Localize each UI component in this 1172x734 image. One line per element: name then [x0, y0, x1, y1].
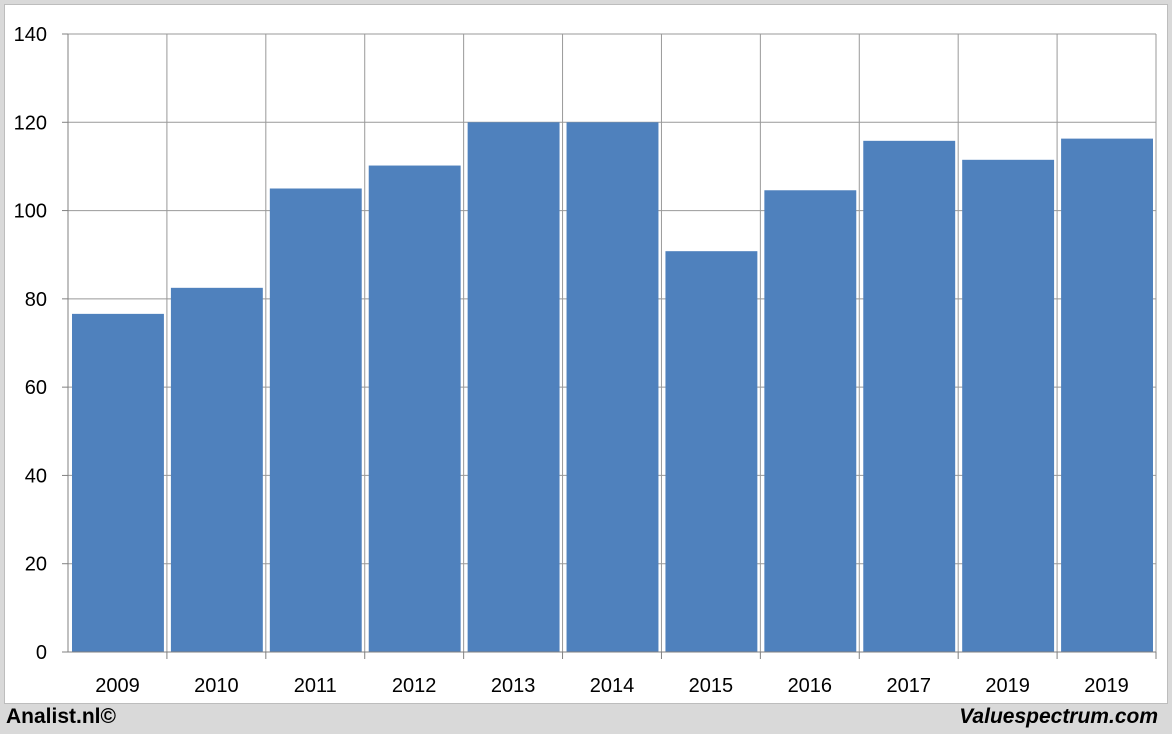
- bar-2012-3: [368, 165, 461, 652]
- bar-2014-5: [566, 122, 659, 653]
- footer-credit-right: Valuespectrum.com: [959, 705, 1158, 728]
- y-tick-label: 100: [14, 201, 47, 223]
- bar-2010-1: [170, 287, 263, 652]
- bar-2011-2: [269, 188, 362, 652]
- bar-2016-7: [764, 190, 857, 652]
- bar-2015-6: [665, 251, 758, 652]
- x-tick-label: 2019: [985, 675, 1030, 697]
- bar-2009-0: [72, 313, 164, 652]
- x-tick-label: 2010: [194, 675, 239, 697]
- y-tick-label: 140: [14, 24, 47, 46]
- bars: [72, 122, 1153, 653]
- y-tick-label: 0: [36, 642, 47, 664]
- x-tick-label: 2015: [689, 675, 734, 697]
- y-tick-label: 80: [25, 289, 47, 311]
- x-tick-label: 2009: [95, 675, 140, 697]
- x-tick-label: 2019: [1084, 675, 1129, 697]
- bar-2019-9: [962, 159, 1055, 653]
- x-tick-label: 2017: [886, 675, 931, 697]
- axes: [62, 33, 1157, 659]
- y-tick-label: 20: [25, 554, 47, 576]
- x-tick-label: 2012: [392, 675, 437, 697]
- footer-credit-left: Analist.nl©: [6, 705, 116, 728]
- x-tick-label: 2011: [294, 675, 337, 697]
- x-tick-labels: 2009 2010 2011 2012 2013 2014 2015 2016 2017 2019…: [95, 675, 1129, 697]
- x-tick-label: 2013: [491, 675, 536, 697]
- y-tick-label: 120: [14, 112, 47, 134]
- bar-2017-8: [863, 140, 956, 652]
- x-tick-label: 2014: [590, 675, 635, 697]
- y-tick-label: 40: [25, 465, 47, 487]
- y-tick-label: 60: [25, 377, 47, 399]
- y-tick-labels: 0 20 40 60 80 100 120 140: [14, 24, 47, 664]
- bar-2019-10: [1061, 138, 1153, 652]
- x-tick-label: 2016: [788, 675, 833, 697]
- bar-2013-4: [467, 122, 560, 653]
